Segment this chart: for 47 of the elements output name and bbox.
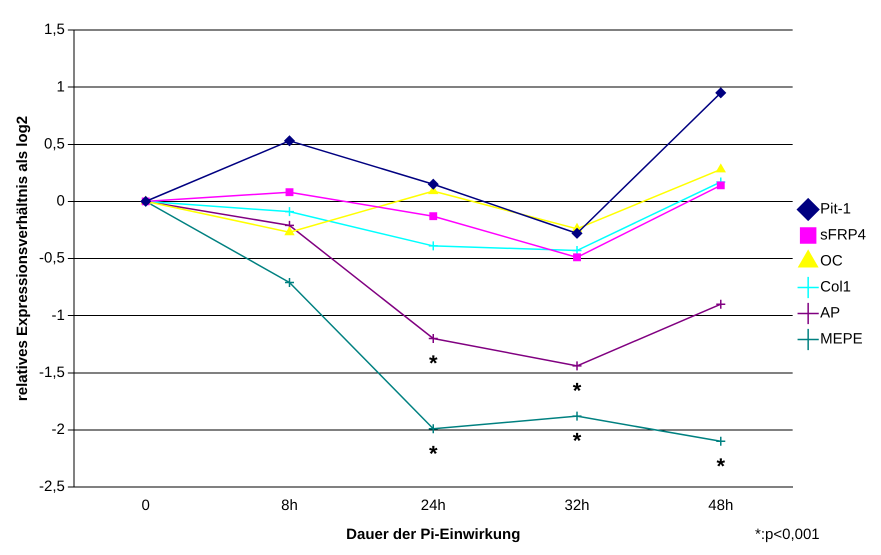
legend-label: sFRP4 xyxy=(820,226,866,244)
annotation: * xyxy=(716,453,726,478)
annotation: * xyxy=(572,428,582,454)
x-tick-label: 24h xyxy=(420,497,446,514)
point xyxy=(573,253,581,262)
legend-label: Pit-1 xyxy=(820,200,851,218)
point xyxy=(428,240,439,252)
point xyxy=(716,298,726,310)
x-tick-label: 32h xyxy=(564,497,590,514)
point xyxy=(716,436,726,447)
annotation: * xyxy=(428,440,438,466)
point xyxy=(284,206,295,217)
y-tick-label: -2,5 xyxy=(38,478,65,496)
point xyxy=(428,178,439,190)
annotation: * xyxy=(428,350,438,376)
legend-label: MEPE xyxy=(820,330,863,348)
y-tick-label: 1,5 xyxy=(44,21,65,38)
y-tick-label: -2 xyxy=(52,421,65,438)
x-axis-title: Dauer der Pi-Einwirkung xyxy=(346,526,520,544)
point xyxy=(572,360,582,372)
point xyxy=(716,88,726,98)
point xyxy=(429,212,438,220)
point xyxy=(572,228,582,239)
y-tick-label: -1,5 xyxy=(38,364,65,381)
legend-label: Col1 xyxy=(820,278,852,296)
legend-label: AP xyxy=(820,304,840,322)
text: *:p<0,001 xyxy=(755,526,820,544)
annotation: * xyxy=(572,378,582,403)
point xyxy=(428,423,439,434)
x-tick-label: 8h xyxy=(281,497,298,514)
y-tick-label: -0,5 xyxy=(38,250,65,267)
point xyxy=(572,410,582,422)
y-tick-label: -1 xyxy=(52,306,65,324)
x-tick-label: 48h xyxy=(708,497,734,514)
y-tick-label: 0,5 xyxy=(44,135,65,152)
point xyxy=(284,277,295,288)
legend-label: OC xyxy=(820,252,843,270)
point xyxy=(428,333,439,344)
point xyxy=(284,136,295,146)
point xyxy=(284,226,294,236)
y-axis-title: relatives Expressionsverhältnis als log2 xyxy=(14,116,32,402)
point xyxy=(716,164,726,172)
y-tick-label: 1 xyxy=(56,78,65,96)
y-tick-label: 0 xyxy=(56,192,65,210)
point xyxy=(286,188,294,196)
point xyxy=(716,181,725,190)
x-tick-label: 0 xyxy=(142,497,150,514)
